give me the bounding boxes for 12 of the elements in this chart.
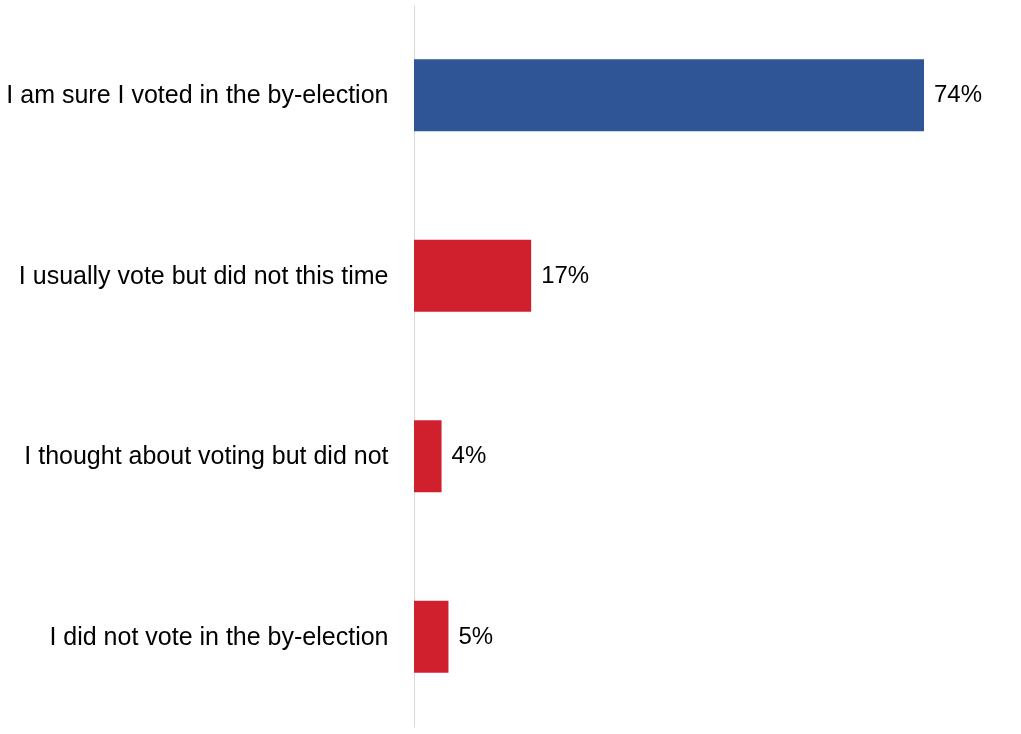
data-label: 5% <box>458 621 494 649</box>
data-label: 74% <box>934 80 983 108</box>
y-tick-label: I usually vote but did not this time <box>18 260 389 289</box>
data-label: 17% <box>541 260 590 288</box>
bar <box>414 59 924 132</box>
bar <box>414 600 449 673</box>
y-tick-label: I thought about voting but did not <box>24 441 389 470</box>
y-tick-label: I am sure I voted in the by-election <box>6 80 389 109</box>
y-tick-label: I did not vote in the by-election <box>49 621 389 650</box>
bar <box>414 239 532 312</box>
data-label: 4% <box>451 441 487 469</box>
bar <box>414 420 442 493</box>
